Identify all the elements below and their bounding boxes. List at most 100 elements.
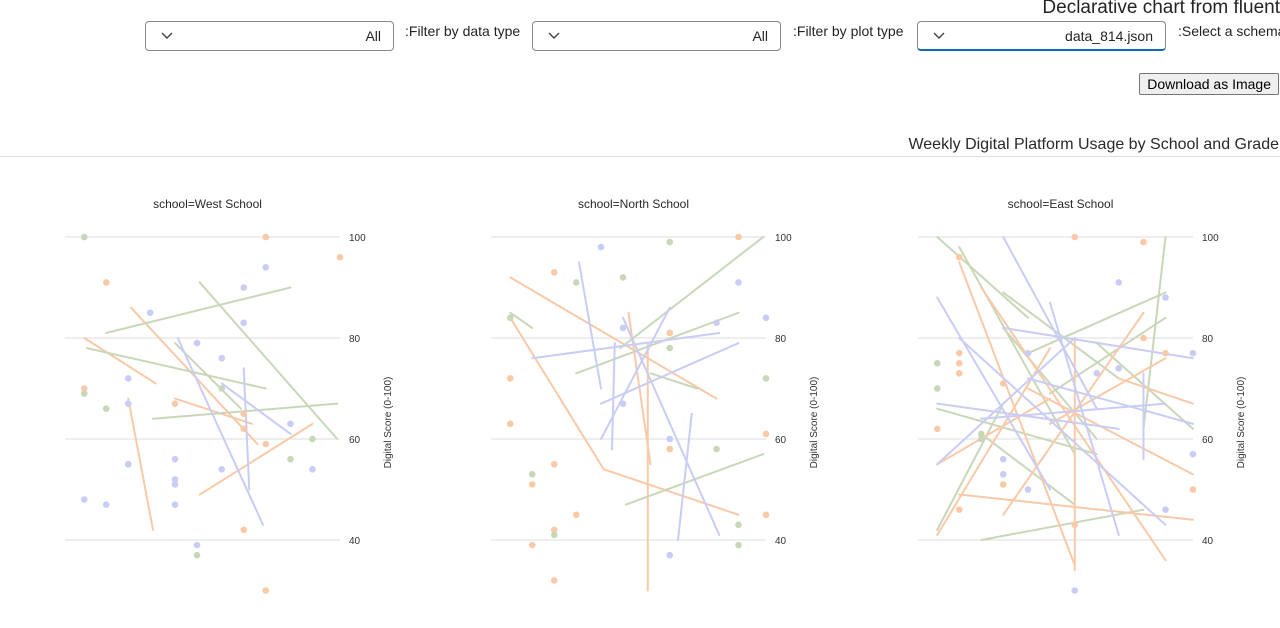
data-point (506, 420, 514, 428)
data-point (955, 370, 963, 377)
data-point (124, 375, 132, 382)
series-line-segment (509, 276, 718, 400)
y-tick-label: 100 (349, 233, 366, 244)
series-line-segment (1049, 301, 1120, 536)
data-point (999, 455, 1007, 463)
data-point (1071, 587, 1079, 594)
y-axis-label: Digital Score (0-100) (383, 377, 394, 469)
schema-value: data_814.json (1065, 28, 1153, 44)
chevron-down-icon (548, 32, 560, 39)
y-tick-label: 80 (349, 334, 361, 345)
series-line-segment (622, 316, 721, 536)
series-line-segment (958, 246, 1076, 456)
series-line-segment (677, 412, 693, 541)
y-tick-label: 60 (349, 435, 361, 446)
y-tick-label: 40 (775, 536, 787, 547)
data-point (1115, 279, 1123, 286)
plot-type-dropdown[interactable]: All (532, 21, 781, 51)
schema-dropdown[interactable]: data_814.json (917, 21, 1166, 51)
data-point (1162, 294, 1169, 301)
data-point (287, 420, 294, 428)
facet-title: school=West School (153, 197, 262, 211)
series-line-segment (600, 306, 671, 440)
data-point (528, 541, 536, 549)
series-line-segment (936, 402, 1005, 531)
series-line-segment (936, 397, 1051, 466)
data-point (124, 460, 132, 468)
data-point (102, 405, 110, 413)
data-point (666, 445, 674, 453)
data-point (1071, 521, 1079, 529)
plot-type-value: All (752, 28, 768, 44)
data-point (1140, 238, 1147, 246)
data-point (240, 425, 248, 433)
series-line-segment (649, 372, 699, 390)
data-point (735, 233, 742, 241)
data-point (933, 385, 941, 392)
y-tick-label: 100 (1202, 233, 1219, 244)
data-point (506, 375, 514, 382)
data-point (80, 233, 88, 241)
data-point (1024, 349, 1032, 357)
data-point (955, 253, 963, 261)
data-point (102, 501, 110, 508)
data-point (713, 319, 720, 327)
data-point (1189, 486, 1197, 493)
data-point (572, 511, 580, 519)
data-point (262, 587, 270, 594)
series-line-segment (619, 236, 765, 350)
data-point (713, 445, 720, 453)
data-point (1093, 370, 1101, 377)
data-point (619, 400, 627, 407)
data-point (171, 455, 179, 463)
data-point (666, 551, 674, 559)
series-line-segment (174, 397, 253, 425)
data-point (506, 314, 514, 322)
series-line-segment (958, 493, 1194, 521)
series-line-segment (531, 331, 721, 360)
data-point (666, 238, 674, 246)
data-point (80, 496, 88, 503)
y-tick-label: 80 (775, 334, 787, 345)
data-point (240, 319, 248, 327)
data-point (193, 339, 201, 347)
data-point (550, 531, 558, 539)
series-line-segment (1002, 326, 1194, 360)
data-point (999, 380, 1007, 387)
series-line-segment (602, 468, 740, 516)
data-point (336, 253, 344, 261)
data-point (171, 501, 179, 508)
data-point (666, 435, 674, 443)
data-point (1024, 486, 1032, 493)
data-point (1071, 233, 1079, 241)
data-point (955, 349, 963, 357)
data-point (309, 435, 316, 443)
y-tick-label: 100 (775, 233, 792, 244)
series-line-segment (1117, 377, 1194, 405)
series-line-segment (509, 311, 534, 329)
series-line-segment (936, 402, 1120, 430)
data-type-dropdown[interactable]: All (145, 21, 394, 51)
facet-title: school=East School (1008, 197, 1114, 211)
data-point (171, 476, 179, 483)
series-line-segment (1002, 236, 1098, 410)
series-line-segment (980, 508, 1145, 541)
data-point (666, 329, 674, 337)
y-axis-label: Digital Score (0-100) (809, 377, 820, 469)
download-image-button[interactable]: Download as Image (1139, 73, 1279, 95)
data-point (933, 359, 941, 367)
data-point (124, 400, 132, 407)
data-point (309, 466, 316, 473)
series-line-segment (980, 286, 1167, 562)
series-line-segment (1027, 387, 1194, 476)
data-point (287, 455, 294, 463)
data-point (735, 541, 742, 549)
data-point (762, 430, 770, 438)
data-type-value: All (365, 28, 381, 44)
chevron-down-icon (933, 32, 945, 39)
series-line-segment (611, 342, 616, 451)
chart-title: Weekly Digital Platform Usage by School … (908, 136, 1279, 153)
plot-type-label: :Filter by plot type (793, 23, 904, 39)
data-point (977, 430, 985, 438)
